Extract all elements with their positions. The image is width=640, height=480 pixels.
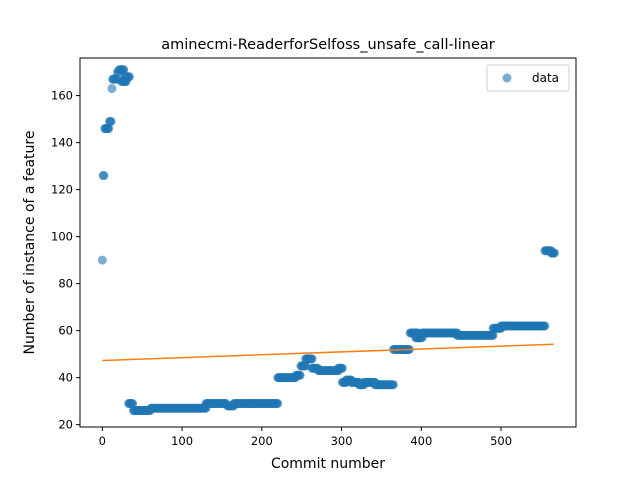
y-tick-label: 60 (58, 324, 73, 338)
y-tick-label: 160 (51, 89, 73, 103)
data-point (128, 399, 138, 408)
legend-box (486, 64, 570, 92)
y-tick-label: 20 (58, 418, 73, 432)
plot-frame (79, 57, 577, 428)
y-axis-ticks: 20 40 60 80 100 120 140 160 (51, 89, 80, 432)
x-axis-label: Commit number (271, 456, 385, 472)
x-tick-label: 200 (251, 434, 273, 448)
data-point (97, 255, 107, 265)
data-point (488, 330, 498, 340)
x-tick-label: 400 (410, 434, 432, 448)
data-point (540, 321, 550, 331)
x-axis-ticks: 0 100 200 300 400 500 (99, 427, 512, 448)
data-point (99, 171, 109, 181)
legend-marker (502, 73, 512, 83)
chart-title: aminecmi-ReaderforSelfoss_unsafe_call-li… (161, 37, 495, 53)
x-tick-label: 0 (99, 434, 106, 448)
data-point (119, 65, 129, 75)
y-tick-label: 80 (58, 277, 73, 291)
legend-entry-data: data (532, 71, 559, 85)
x-tick-label: 100 (171, 434, 193, 448)
data-point (106, 116, 116, 126)
linear-fit-line (102, 343, 554, 362)
data-point (107, 84, 117, 94)
x-tick-label: 500 (490, 434, 512, 448)
y-tick-label: 40 (58, 371, 73, 385)
x-tick-label: 300 (331, 434, 353, 448)
y-tick-label: 140 (51, 136, 73, 150)
legend: data (486, 64, 570, 92)
data-point (307, 354, 317, 364)
y-tick-label: 120 (51, 183, 73, 197)
data-point (273, 399, 283, 408)
y-axis-label: Number of instance of a feature (22, 131, 38, 355)
data-points (97, 65, 559, 416)
data-point (104, 124, 114, 134)
data-point (295, 370, 305, 380)
data-point (124, 72, 134, 82)
data-point (388, 380, 398, 390)
data-point (549, 248, 559, 258)
y-tick-label: 100 (51, 230, 73, 244)
data-point (337, 363, 347, 373)
